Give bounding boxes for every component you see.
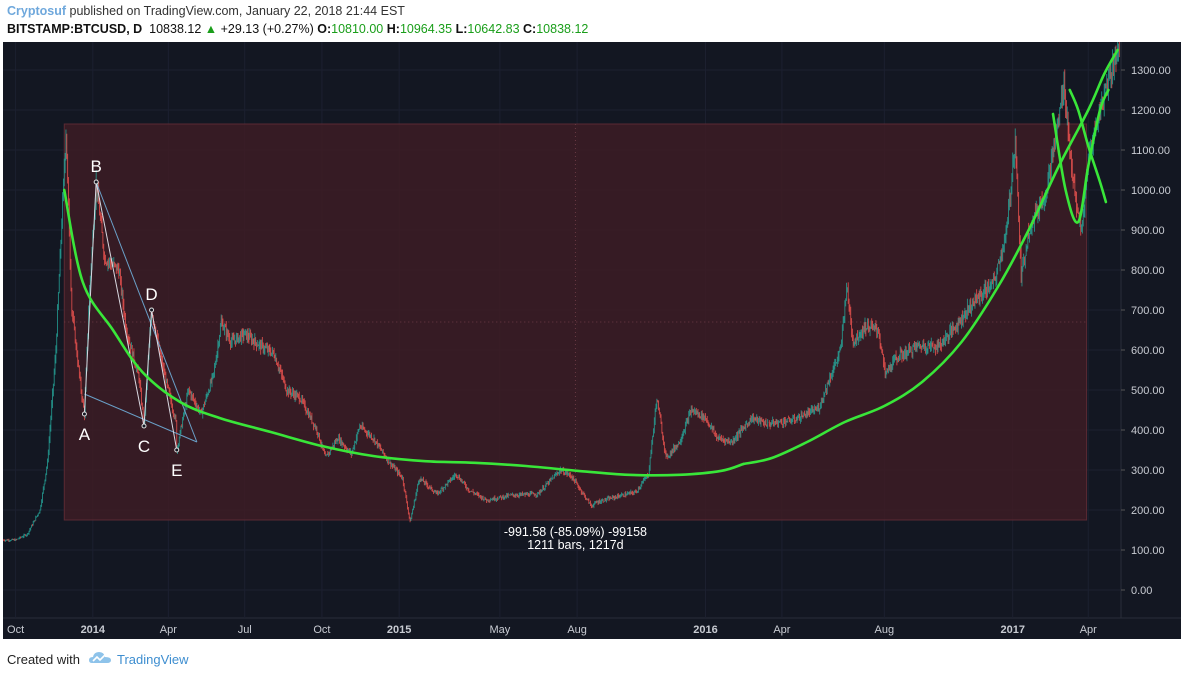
- measure-change-label: -991.58 (-85.09%) -99158: [504, 525, 647, 539]
- created-with-label: Created with: [7, 652, 80, 667]
- trend-curve-2: [741, 48, 1119, 466]
- low-label: L:: [455, 22, 468, 36]
- x-tick-label: 2015: [387, 624, 411, 636]
- y-tick-label: 800.00: [1131, 265, 1165, 277]
- pattern-label-e: E: [171, 461, 182, 480]
- x-tick-label: Aug: [875, 624, 895, 636]
- tradingview-cloud-icon: [89, 652, 111, 663]
- y-tick-label: 1100.00: [1131, 145, 1170, 157]
- y-tick-label: 1200.00: [1131, 105, 1171, 117]
- chart-header: Cryptosuf published on TradingView.com, …: [0, 0, 1184, 42]
- y-tick-label: 1000.00: [1131, 185, 1171, 197]
- y-tick-label: 400.00: [1131, 425, 1165, 437]
- publish-info: published on TradingView.com, January 22…: [69, 4, 405, 18]
- pivot-point: [81, 411, 87, 417]
- up-arrow-icon: ▲: [204, 22, 218, 36]
- x-tick-label: Jul: [238, 624, 252, 636]
- tradingview-link[interactable]: TradingView: [117, 652, 189, 667]
- x-tick-label: Aug: [567, 624, 587, 636]
- y-tick-label: 1300.00: [1131, 65, 1171, 77]
- trend-curve-3: [1051, 88, 1110, 224]
- chart-footer: Created with TradingView: [0, 640, 1184, 677]
- ohlc-line: BITSTAMP:BTCUSD, D 10838.12 ▲ +29.13 (+0…: [7, 22, 588, 36]
- pattern-label-b: B: [90, 157, 101, 176]
- trend-curve-4: [1068, 88, 1108, 204]
- x-tick-label: Apr: [160, 624, 177, 636]
- publish-line: Cryptosuf published on TradingView.com, …: [7, 4, 405, 18]
- pivot-point: [141, 423, 147, 429]
- last-price: 10838.12: [149, 22, 202, 36]
- author-link[interactable]: Cryptosuf: [7, 4, 67, 18]
- high-label: H:: [386, 22, 400, 36]
- y-tick-label: 0.00: [1131, 585, 1152, 597]
- x-tick-label: Apr: [773, 624, 790, 636]
- pivot-point: [93, 179, 99, 185]
- pivot-point: [149, 307, 155, 313]
- price-change: +29.13 (+0.27%): [220, 22, 314, 36]
- x-tick-label: Oct: [7, 624, 24, 636]
- pattern-trendline: [95, 181, 198, 443]
- pattern-label-d: D: [145, 285, 157, 304]
- pattern-label-a: A: [79, 425, 91, 444]
- y-tick-label: 200.00: [1131, 505, 1165, 517]
- y-tick-label: 600.00: [1131, 345, 1165, 357]
- close-label: C:: [523, 22, 537, 36]
- measure-bars-label: 1211 bars, 1217d: [527, 538, 623, 552]
- x-tick-label: Oct: [313, 624, 330, 636]
- high-value: 10964.35: [399, 22, 453, 36]
- open-value: 10810.00: [331, 22, 384, 36]
- x-tick-label: 2017: [1000, 624, 1024, 636]
- x-tick-label: 2014: [81, 624, 106, 636]
- pattern-label-c: C: [138, 437, 150, 456]
- close-value: 10838.12: [536, 22, 589, 36]
- x-tick-label: Apr: [1080, 624, 1097, 636]
- low-value: 10642.83: [467, 22, 520, 36]
- trend-curve-1: [62, 188, 745, 477]
- open-label: O:: [317, 22, 332, 36]
- x-tick-label: May: [489, 624, 510, 636]
- y-tick-label: 900.00: [1131, 225, 1165, 237]
- pattern-trendline: [84, 393, 198, 443]
- symbol-label: BITSTAMP:BTCUSD, D: [7, 22, 143, 36]
- y-tick-label: 100.00: [1131, 545, 1165, 557]
- x-tick-label: 2016: [693, 624, 717, 636]
- y-tick-label: 500.00: [1131, 385, 1165, 397]
- pivot-point: [174, 447, 180, 453]
- y-tick-label: 300.00: [1131, 465, 1165, 477]
- y-tick-label: 700.00: [1131, 305, 1165, 317]
